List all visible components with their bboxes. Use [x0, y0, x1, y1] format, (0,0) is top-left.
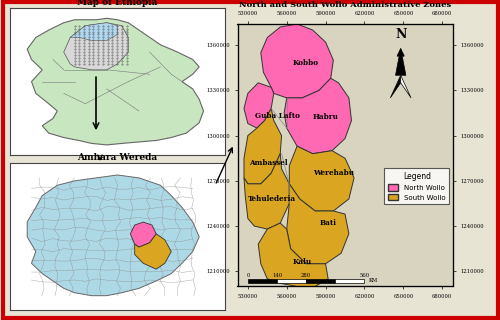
Text: KM: KM [368, 278, 378, 283]
Polygon shape [261, 24, 334, 98]
Text: Ambassel: Ambassel [250, 159, 288, 167]
Text: 280: 280 [301, 273, 311, 278]
Polygon shape [27, 18, 204, 145]
Text: Habru: Habru [312, 114, 338, 122]
Title: North and South Wollo Administrative Zones: North and South Wollo Administrative Zon… [239, 1, 451, 9]
Polygon shape [70, 23, 117, 40]
Text: Tehulederia: Tehulederia [248, 195, 296, 203]
Polygon shape [244, 154, 290, 229]
Polygon shape [290, 146, 354, 211]
Bar [277, 279, 306, 283]
Text: Werehabu: Werehabu [313, 169, 354, 177]
Text: 0: 0 [246, 273, 250, 278]
Text: Guba Lafto: Guba Lafto [255, 112, 300, 120]
Polygon shape [400, 75, 411, 98]
Polygon shape [390, 75, 400, 98]
Polygon shape [27, 175, 199, 296]
Polygon shape [134, 234, 171, 269]
Text: 140: 140 [272, 273, 282, 278]
Text: 560: 560 [360, 273, 370, 278]
Text: Kalu: Kalu [292, 258, 312, 266]
Polygon shape [130, 222, 156, 247]
Polygon shape [396, 48, 406, 75]
Polygon shape [258, 223, 328, 286]
Polygon shape [244, 83, 274, 128]
Bar [336, 279, 364, 283]
Polygon shape [64, 23, 128, 70]
Polygon shape [286, 184, 349, 264]
Title: Amhara Wereda: Amhara Wereda [78, 153, 158, 163]
Polygon shape [284, 78, 352, 154]
Bar [248, 279, 277, 283]
Text: Kobbo: Kobbo [293, 59, 319, 67]
Bar [306, 279, 336, 283]
Legend: North Wollo, South Wollo: North Wollo, South Wollo [384, 168, 449, 204]
Title: Map of Ethiopia: Map of Ethiopia [78, 0, 158, 7]
Text: N: N [395, 28, 406, 41]
Text: Bati: Bati [320, 219, 336, 227]
Polygon shape [244, 108, 282, 184]
